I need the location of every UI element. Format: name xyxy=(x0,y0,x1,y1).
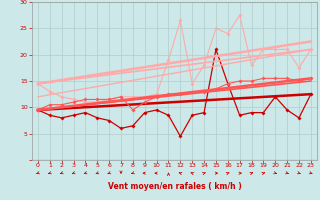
X-axis label: Vent moyen/en rafales ( km/h ): Vent moyen/en rafales ( km/h ) xyxy=(108,182,241,191)
